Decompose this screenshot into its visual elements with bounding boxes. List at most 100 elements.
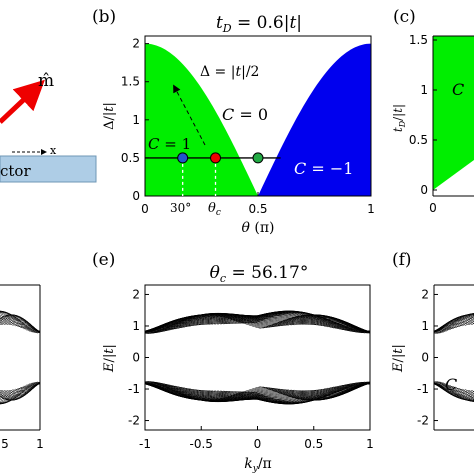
band-line bbox=[434, 382, 474, 396]
panel-e-ytick-label: 1 bbox=[132, 319, 140, 333]
panel-f-ytick-label: 1 bbox=[421, 319, 429, 333]
panel-b-xlabel: θ (π) bbox=[241, 220, 274, 236]
panel-e-xtick-label: 0.5 bbox=[304, 437, 323, 451]
band-line bbox=[145, 381, 370, 402]
band-line bbox=[0, 382, 40, 401]
band-line bbox=[434, 382, 474, 400]
panel-e-ytick-label: -1 bbox=[128, 382, 140, 396]
band-line bbox=[434, 314, 474, 333]
band-line bbox=[145, 381, 370, 401]
band-line bbox=[145, 382, 370, 402]
panel-e-letter: (e) bbox=[92, 250, 115, 270]
panel-e-xtick-label: -0.5 bbox=[190, 437, 213, 451]
panel-b-ytick-label: 0.5 bbox=[121, 151, 140, 165]
band-line bbox=[145, 381, 370, 402]
panel-c-chart: 0 0.5 1 1.5 0 tD/|t| C bbox=[391, 33, 474, 215]
panel-f-ylabel: E/|t| bbox=[391, 344, 406, 373]
band-line bbox=[0, 383, 40, 405]
band-line bbox=[434, 382, 474, 399]
panel-b-title: tD = 0.6|t| bbox=[216, 13, 302, 35]
band-line bbox=[0, 310, 40, 332]
band-line bbox=[434, 314, 474, 334]
band-line bbox=[434, 317, 474, 333]
delta-arrow-label: Δ = |t|/2 bbox=[200, 64, 259, 80]
svg-text:1: 1 bbox=[36, 437, 44, 451]
label-c1: C = 1 bbox=[148, 135, 191, 153]
delta-arrow bbox=[173, 84, 206, 146]
band-line bbox=[434, 381, 474, 401]
region-c-minus-1 bbox=[258, 43, 371, 196]
panel-f-ytick-label: 0 bbox=[421, 351, 429, 365]
panel-b-ytick-label: 1 bbox=[132, 113, 140, 127]
band-line bbox=[434, 382, 474, 401]
panel-b-chart: 0 0.5 1 1.5 2 0 0.5 1 Δ = |t|/2 C = 0 C = 1 C =… bbox=[102, 35, 375, 236]
band-line bbox=[0, 383, 40, 404]
band-line bbox=[0, 314, 40, 333]
band-line bbox=[0, 311, 40, 332]
panel-f-ytick-label: -1 bbox=[417, 382, 429, 396]
conductor-strip bbox=[0, 155, 97, 183]
panel-e-title: θc = 56.17° bbox=[210, 263, 309, 285]
panel-e-chart: -2 -1 0 1 2 -1 -0.5 0 0.5 1 ky/π E/|t| bbox=[102, 284, 374, 474]
panel-e-xtick-label: 1 bbox=[366, 437, 374, 451]
band-line bbox=[434, 316, 474, 333]
x-axis-label: x bbox=[50, 144, 57, 157]
band-line bbox=[0, 382, 40, 401]
band-line bbox=[145, 313, 370, 334]
svg-text:0: 0 bbox=[420, 183, 428, 197]
band-line bbox=[145, 314, 370, 334]
svg-text:0: 0 bbox=[429, 201, 437, 215]
panel-b-xtick-label: 0.5 bbox=[248, 202, 267, 216]
band-line bbox=[434, 383, 474, 402]
panel-b-ylabel: Δ/|t| bbox=[102, 102, 117, 130]
svg-text:1: 1 bbox=[420, 83, 428, 97]
panel-c-letter: (c) bbox=[393, 7, 416, 27]
panel-b-ytick-label: 1.5 bbox=[121, 75, 140, 89]
band-line bbox=[434, 313, 474, 332]
panel-b-ytick-label: 2 bbox=[132, 37, 140, 51]
svg-text:5: 5 bbox=[1, 437, 9, 451]
region-c-green bbox=[433, 36, 474, 190]
m-vector-label: m̂ bbox=[38, 71, 54, 91]
panel-f-region-label: C bbox=[445, 375, 457, 394]
band-line bbox=[145, 313, 370, 334]
panel-b-xtick-label: 0 bbox=[141, 202, 149, 216]
panel-f-chart: -2 -1 0 1 2 E/|t| C bbox=[391, 284, 474, 431]
label-thetac: θc bbox=[208, 201, 221, 218]
panel-b-ytick-label: 0 bbox=[132, 189, 140, 203]
panel-a-fragment: m̂ ctor x bbox=[0, 71, 97, 183]
band-line bbox=[0, 381, 40, 401]
svg-text:0.5: 0.5 bbox=[409, 133, 428, 147]
panel-e-ytick-label: 2 bbox=[132, 287, 140, 301]
panel-f-letter: (f) bbox=[392, 250, 412, 270]
panel-b-point bbox=[252, 152, 264, 164]
band-line bbox=[434, 319, 474, 333]
band-line bbox=[0, 314, 40, 334]
panel-e-ytick-label: -2 bbox=[128, 414, 140, 428]
band-line bbox=[434, 382, 474, 398]
panel-b-point bbox=[210, 152, 222, 164]
svg-text:1.5: 1.5 bbox=[409, 33, 428, 47]
panel-f-ytick-label: -2 bbox=[417, 414, 429, 428]
band-line bbox=[0, 314, 40, 333]
panel-e-xtick-label: 0 bbox=[254, 437, 262, 451]
panel-d-chart: 5 1 bbox=[0, 284, 44, 451]
band-line bbox=[0, 383, 40, 405]
panel-e-ylabel: E/|t| bbox=[102, 344, 117, 373]
strip-text: ctor bbox=[0, 162, 31, 180]
m-vector-arrow bbox=[0, 79, 45, 124]
panel-f-ytick-label: 2 bbox=[421, 287, 429, 301]
panel-e-xlabel: ky/π bbox=[244, 456, 272, 474]
band-line bbox=[434, 315, 474, 333]
panel-e-ytick-label: 0 bbox=[132, 351, 140, 365]
band-line bbox=[145, 313, 370, 333]
panel-b-point bbox=[177, 152, 189, 164]
label-30deg: 30° bbox=[170, 201, 191, 215]
label-cm1: C = −1 bbox=[294, 159, 353, 178]
label-c0: C = 0 bbox=[222, 105, 268, 124]
panel-c-ylabel: tD/|t| bbox=[391, 104, 407, 132]
panel-c-region-label: C bbox=[452, 80, 464, 99]
panel-b-xtick-label: 1 bbox=[367, 202, 375, 216]
band-line bbox=[434, 313, 474, 332]
